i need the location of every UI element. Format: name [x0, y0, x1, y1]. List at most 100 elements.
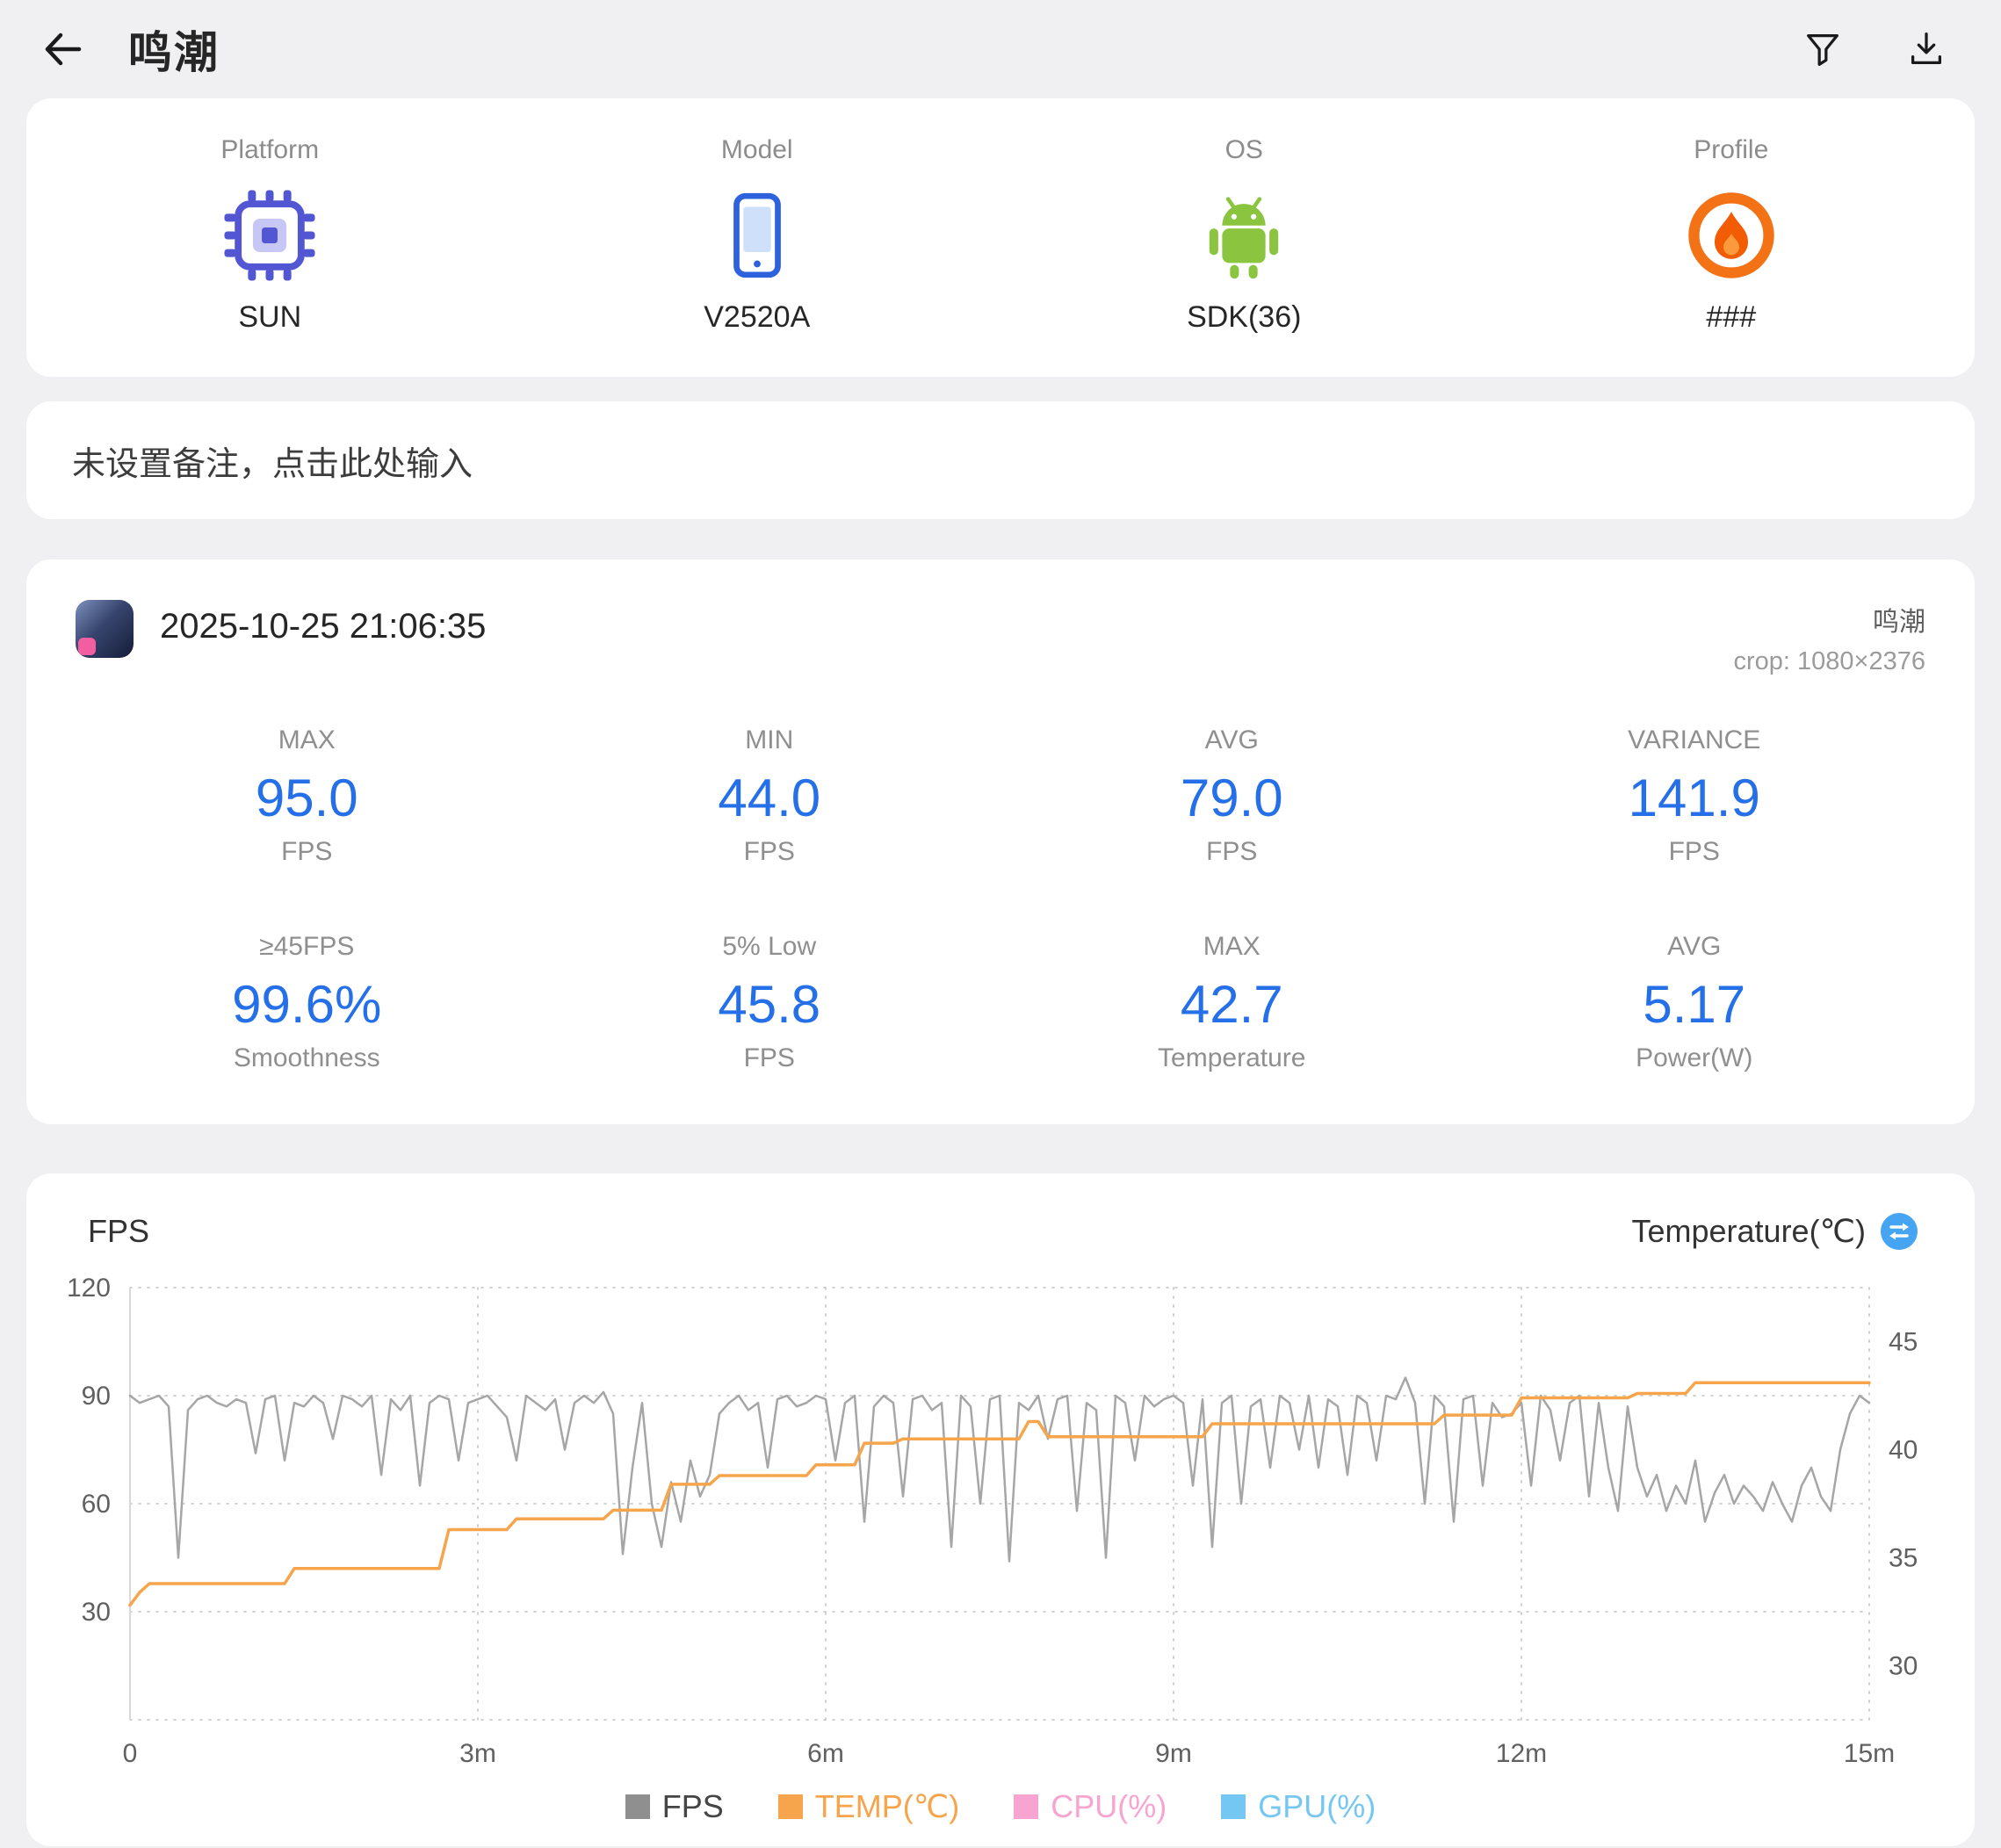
stat-unit: FPS	[1668, 837, 1720, 866]
svg-text:15m: 15m	[1844, 1739, 1895, 1768]
stat-unit: FPS	[743, 837, 795, 866]
cpu-chip-icon	[220, 186, 319, 285]
chart-header: FPS Temperature(℃)	[51, 1212, 1950, 1251]
session-stats-card: 2025-10-25 21:06:35 鸣潮 crop: 1080×2376 M…	[26, 559, 1975, 1124]
chart-left-axis-title: FPS	[88, 1213, 150, 1249]
session-app-name: 鸣潮	[1873, 608, 1925, 637]
note-input[interactable]: 未设置备注，点击此处输入	[26, 401, 1975, 519]
stat-label: AVG	[1204, 725, 1259, 754]
device-model: Model V2520A	[514, 135, 1001, 335]
legend-label: FPS	[661, 1788, 724, 1824]
os-label: OS	[1224, 135, 1263, 164]
profile-value: ###	[1706, 300, 1757, 334]
platform-label: Platform	[220, 135, 320, 164]
session-crop: crop: 1080×2376	[1733, 647, 1926, 675]
stat-unit: Smoothness	[233, 1043, 380, 1072]
filter-icon	[1807, 33, 1838, 66]
stat-label: VARIANCE	[1628, 725, 1761, 754]
svg-text:120: 120	[67, 1274, 111, 1303]
legend-label: GPU(%)	[1258, 1788, 1376, 1824]
svg-text:45: 45	[1889, 1328, 1918, 1357]
stat-unit: FPS	[281, 837, 333, 866]
svg-text:3m: 3m	[459, 1739, 496, 1768]
svg-text:30: 30	[82, 1598, 111, 1627]
fps-swatch	[625, 1794, 650, 1819]
back-arrow-icon	[45, 32, 82, 66]
stat-label: AVG	[1667, 932, 1722, 961]
stat-value: 95.0	[255, 769, 358, 827]
device-platform: Platform SUN	[26, 135, 514, 335]
stat-value: 45.8	[718, 975, 821, 1034]
stat-value: 99.6%	[232, 975, 382, 1034]
device-info-card: Platform SUN Model	[26, 98, 1975, 377]
stats-grid: MAX 95.0 FPS MIN 44.0 FPS AVG 79.0 FPS V…	[76, 725, 1925, 1073]
svg-text:60: 60	[82, 1490, 111, 1519]
stat-unit: Power(W)	[1636, 1043, 1753, 1072]
cpu-swatch	[1014, 1794, 1039, 1819]
session-timestamp: 2025-10-25 21:06:35	[160, 607, 487, 646]
flame-profile-icon	[1682, 186, 1781, 285]
performance-chart: 30 60 90 120 30 35 40 45 0 3m 6m 9m 12m 15m	[67, 1274, 1918, 1768]
page-title: 鸣潮	[128, 28, 220, 77]
svg-text:0: 0	[123, 1739, 138, 1768]
stat-value: 42.7	[1180, 975, 1283, 1034]
header: 鸣潮	[0, 0, 2001, 98]
stat-unit: FPS	[1206, 837, 1258, 866]
stat-min-fps: MIN 44.0 FPS	[538, 725, 1001, 867]
svg-text:35: 35	[1889, 1544, 1918, 1573]
svg-text:12m: 12m	[1496, 1739, 1547, 1768]
temp-swatch	[777, 1794, 803, 1819]
svg-text:9m: 9m	[1155, 1739, 1192, 1768]
download-icon	[1911, 32, 1942, 65]
stat-value: 44.0	[718, 769, 821, 827]
model-label: Model	[720, 135, 793, 164]
stat-unit: Temperature	[1158, 1043, 1306, 1072]
legend-label: TEMP(℃)	[814, 1788, 960, 1824]
game-avatar	[76, 600, 134, 658]
os-value: SDK(36)	[1187, 300, 1302, 334]
stat-value: 141.9	[1628, 769, 1760, 827]
svg-text:40: 40	[1889, 1436, 1918, 1465]
profile-label: Profile	[1694, 135, 1769, 164]
filter-button[interactable]	[1799, 25, 1846, 73]
avatar-badge	[78, 638, 96, 655]
session-header: 2025-10-25 21:06:35 鸣潮 crop: 1080×2376	[76, 600, 1925, 676]
swap-axis-icon[interactable]	[1880, 1212, 1918, 1251]
stat-label: MAX	[1203, 932, 1261, 961]
chart-right-axis-title: Temperature(℃)	[1631, 1213, 1866, 1249]
stat-avg-power: AVG 5.17 Power(W)	[1463, 932, 1926, 1073]
chart-legend: FPS TEMP(℃) CPU(%) GPU(%)	[51, 1788, 1950, 1825]
svg-text:30: 30	[1889, 1652, 1918, 1681]
chart-card: FPS Temperature(℃) 30 60 90 120 30 35 40 45 0 3m 6…	[26, 1173, 1975, 1846]
stat-unit: FPS	[743, 1043, 795, 1072]
download-button[interactable]	[1903, 25, 1950, 73]
device-os: OS SDK(36)	[1000, 135, 1488, 335]
stat-value: 5.17	[1643, 975, 1746, 1034]
android-icon	[1195, 186, 1293, 285]
stat-label: MIN	[745, 725, 794, 754]
legend-cpu[interactable]: CPU(%)	[1014, 1788, 1167, 1825]
stat-max-fps: MAX 95.0 FPS	[76, 725, 538, 867]
platform-value: SUN	[238, 300, 302, 334]
legend-temp[interactable]: TEMP(℃)	[777, 1788, 960, 1825]
session-meta: 鸣潮 crop: 1080×2376	[1734, 600, 1926, 676]
stat-label: ≥45FPS	[259, 932, 355, 961]
svg-text:6m: 6m	[807, 1739, 844, 1768]
gpu-swatch	[1221, 1794, 1246, 1819]
model-value: V2520A	[704, 300, 811, 334]
chart-right-axis-group: Temperature(℃)	[1631, 1212, 1918, 1251]
stat-smoothness: ≥45FPS 99.6% Smoothness	[76, 932, 538, 1073]
stat-avg-fps: AVG 79.0 FPS	[1000, 725, 1463, 867]
stat-5pct-low: 5% Low 45.8 FPS	[538, 932, 1001, 1073]
legend-gpu[interactable]: GPU(%)	[1221, 1788, 1376, 1825]
phone-icon	[708, 186, 806, 285]
stat-label: 5% Low	[722, 932, 817, 961]
stat-label: MAX	[278, 725, 336, 754]
svg-text:90: 90	[82, 1382, 111, 1411]
legend-fps[interactable]: FPS	[625, 1788, 724, 1825]
stat-max-temperature: MAX 42.7 Temperature	[1000, 932, 1463, 1073]
stat-value: 79.0	[1180, 769, 1283, 827]
legend-label: CPU(%)	[1051, 1788, 1167, 1824]
back-button[interactable]	[39, 25, 88, 74]
device-profile: Profile ###	[1488, 135, 1976, 335]
